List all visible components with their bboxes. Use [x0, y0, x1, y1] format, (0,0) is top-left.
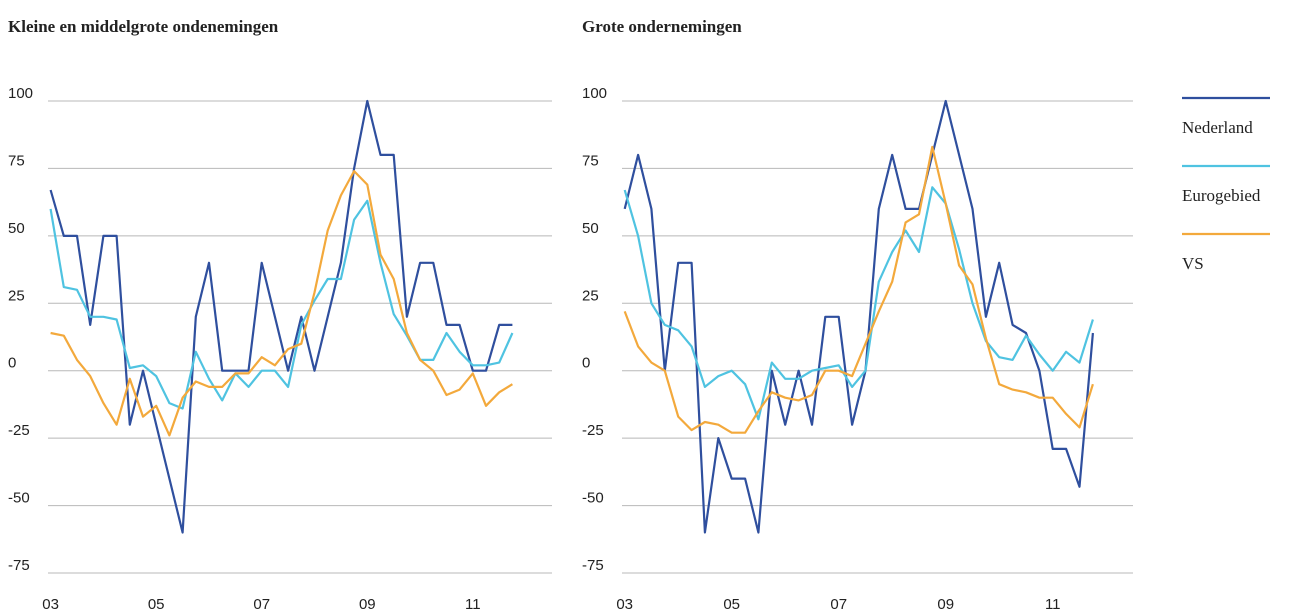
x-tick-label: 09	[359, 596, 376, 613]
x-tick-label: 05	[148, 596, 165, 613]
y-tick-label: -25	[582, 422, 604, 439]
chart-title: Grote ondernemingen	[582, 17, 742, 36]
series-line	[49, 99, 513, 534]
x-tick-label: 05	[723, 596, 740, 613]
y-tick-label: 25	[8, 287, 25, 304]
y-tick-label: -50	[8, 490, 30, 507]
legend-label: VS	[1182, 254, 1204, 273]
y-tick-label: -75	[582, 557, 604, 574]
x-tick-label: 11	[1045, 596, 1061, 613]
y-tick-label: -50	[582, 490, 604, 507]
x-tick-label: 11	[465, 596, 481, 613]
x-tick-label: 09	[937, 596, 954, 613]
x-tick-label: 07	[830, 596, 847, 613]
series-line	[50, 170, 513, 437]
y-tick-label: 75	[582, 152, 599, 169]
y-tick-label: 100	[8, 85, 33, 102]
y-tick-label: 50	[8, 220, 25, 237]
x-tick-label: 07	[253, 596, 270, 613]
y-tick-label: 0	[8, 355, 16, 372]
legend-label: Eurogebied	[1182, 186, 1261, 205]
y-tick-label: 50	[582, 220, 599, 237]
y-tick-label: 100	[582, 85, 607, 102]
y-tick-label: -25	[8, 422, 30, 439]
y-tick-label: 75	[8, 152, 25, 169]
legend-label: Nederland	[1182, 118, 1253, 137]
y-tick-label: -75	[8, 557, 30, 574]
y-tick-label: 25	[582, 287, 599, 304]
series-line	[623, 186, 1094, 421]
x-tick-label: 03	[616, 596, 633, 613]
series-line	[623, 145, 1094, 434]
series-line	[49, 199, 514, 410]
y-tick-label: 0	[582, 355, 590, 372]
x-tick-label: 03	[42, 596, 59, 613]
chart-title: Kleine en middelgrote ondenemingen	[8, 17, 279, 36]
series-line	[623, 99, 1094, 534]
